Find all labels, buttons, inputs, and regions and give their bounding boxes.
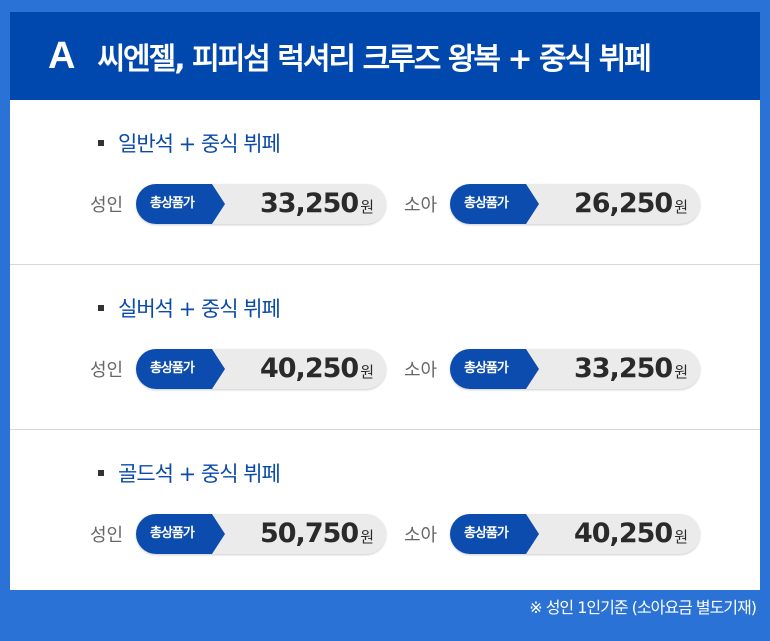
currency-unit: 원 [674, 198, 688, 216]
footer-note: ※ 성인 1인기준 (소아요금 별도기재) [529, 598, 757, 617]
price-pill: 총상품가 40,250 원 [450, 514, 700, 554]
child-price-row: 소아 총상품가 33,250 원 [404, 349, 700, 389]
price-pill: 총상품가 33,250 원 [450, 349, 700, 389]
bullet-icon [98, 305, 104, 311]
child-price-row: 소아 총상품가 26,250 원 [404, 184, 700, 224]
header-banner: A 씨엔젤, 피피섬 럭셔리 크루즈 왕복 + 중식 뷔페 [10, 12, 760, 100]
total-price-tag: 총상품가 [136, 514, 225, 554]
price-pill: 총상품가 40,250 원 [136, 349, 386, 389]
bullet-icon [98, 140, 104, 146]
child-label: 소아 [404, 360, 438, 381]
section-title: 골드석 + 중식 뷔페 [98, 458, 281, 488]
header-letter: A [48, 34, 76, 77]
price-number: 40,250 [573, 518, 673, 549]
total-price-tag: 총상품가 [136, 184, 225, 224]
child-label: 소아 [404, 195, 438, 216]
price-pill: 총상품가 33,250 원 [136, 184, 386, 224]
section-title: 실버석 + 중식 뷔페 [98, 293, 281, 323]
adult-label: 성인 [90, 195, 124, 216]
price-section: 일반석 + 중식 뷔페 성인 총상품가 33,250 원 소아 총상품가 26,2… [10, 100, 760, 265]
section-title-text: 실버석 + 중식 뷔페 [118, 297, 281, 321]
price-value: 26,250 원 [574, 184, 688, 227]
currency-unit: 원 [360, 363, 374, 381]
adult-price-row: 성인 총상품가 40,250 원 [90, 349, 386, 389]
currency-unit: 원 [360, 528, 374, 546]
price-pill: 총상품가 26,250 원 [450, 184, 700, 224]
currency-unit: 원 [674, 528, 688, 546]
total-price-tag: 총상품가 [450, 349, 539, 389]
price-panel: 일반석 + 중식 뷔페 성인 총상품가 33,250 원 소아 총상품가 26,2… [10, 100, 760, 590]
child-price-row: 소아 총상품가 40,250 원 [404, 514, 700, 554]
price-number: 50,750 [259, 518, 359, 549]
price-section: 실버석 + 중식 뷔페 성인 총상품가 40,250 원 소아 총상품가 33,2… [10, 265, 760, 430]
price-value: 40,250 원 [574, 514, 688, 557]
child-label: 소아 [404, 525, 438, 546]
total-price-tag: 총상품가 [450, 514, 539, 554]
price-value: 33,250 원 [260, 184, 374, 227]
currency-unit: 원 [674, 363, 688, 381]
adult-price-row: 성인 총상품가 33,250 원 [90, 184, 386, 224]
price-value: 40,250 원 [260, 349, 374, 392]
price-number: 40,250 [259, 353, 359, 384]
section-title: 일반석 + 중식 뷔페 [98, 128, 281, 158]
price-number: 26,250 [573, 188, 673, 219]
adult-label: 성인 [90, 360, 124, 381]
price-number: 33,250 [573, 353, 673, 384]
bullet-icon [98, 470, 104, 476]
price-pill: 총상품가 50,750 원 [136, 514, 386, 554]
page-title: 씨엔젤, 피피섬 럭셔리 크루즈 왕복 + 중식 뷔페 [97, 42, 651, 77]
price-value: 33,250 원 [574, 349, 688, 392]
price-value: 50,750 원 [260, 514, 374, 557]
price-section: 골드석 + 중식 뷔페 성인 총상품가 50,750 원 소아 총상품가 40,2… [10, 430, 760, 594]
price-number: 33,250 [259, 188, 359, 219]
adult-price-row: 성인 총상품가 50,750 원 [90, 514, 386, 554]
total-price-tag: 총상품가 [450, 184, 539, 224]
section-title-text: 골드석 + 중식 뷔페 [118, 462, 281, 486]
section-title-text: 일반석 + 중식 뷔페 [118, 132, 281, 156]
currency-unit: 원 [360, 198, 374, 216]
total-price-tag: 총상품가 [136, 349, 225, 389]
adult-label: 성인 [90, 525, 124, 546]
